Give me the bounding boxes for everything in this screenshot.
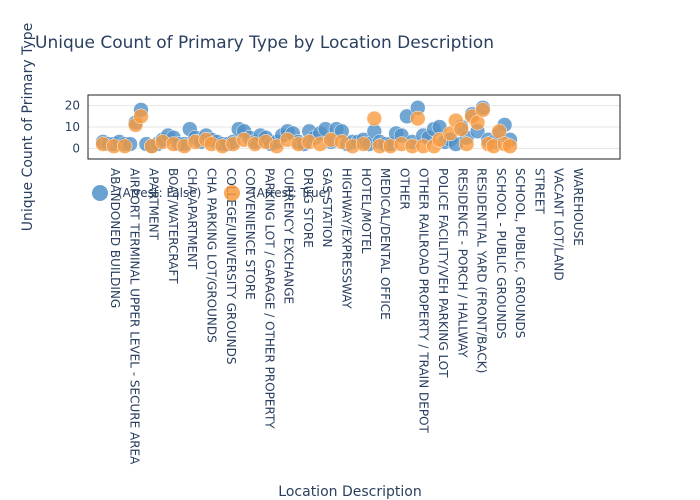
x-tick-label: DRUG STORE [301, 168, 315, 248]
x-tick-label: HOTEL/MOTEL [359, 168, 373, 254]
x-tick-label: BOAT/WATERCRAFT [166, 168, 180, 284]
point-arrest-true [366, 110, 383, 127]
x-axis-title: Location Description [278, 484, 421, 500]
legend: (Arrest: False) (Arrest: True) [92, 185, 331, 201]
legend-label-false: (Arrest: False) [118, 186, 201, 200]
y-tick-label: 10 [65, 120, 80, 134]
chart-title: Unique Count of Primary Type by Location… [35, 33, 494, 53]
plot-frame [87, 94, 621, 160]
legend-label-true: (Arrest: True) [252, 186, 331, 200]
point-arrest-true [410, 110, 426, 127]
x-tick-label: OTHER [397, 168, 411, 210]
x-tick-label: SCHOOL - PUBLIC GROUNDS [494, 168, 508, 339]
scatter-points [95, 100, 518, 154]
y-axis-title: Unique Count of Primary Type [20, 23, 36, 232]
x-tick-label: CHA APARTMENT [185, 168, 199, 270]
x-tick-label: CHA PARKING LOT/GROUNDS [205, 168, 219, 343]
x-tick-label: ABANDONED BUILDING [108, 168, 122, 308]
x-tick-labels: ABANDONED BUILDING AIRPORT TERMINAL UPPER… [108, 168, 585, 465]
x-tick-label: SCHOOL, PUBLIC, GROUNDS [513, 168, 527, 338]
x-tick-label: POLICE FACILITY/VEH PARKING LOT [436, 168, 450, 378]
point-arrest-true [116, 138, 133, 154]
point-arrest-true [453, 121, 469, 137]
legend-marker-true [224, 185, 240, 201]
x-tick-label: COLLEGE/UNIVERSITY GROUNDS [224, 168, 238, 364]
legend-marker-false [92, 185, 108, 201]
x-tick-label: CONVENIENCE STORE [243, 168, 257, 300]
x-tick-label: PARKING LOT / GARAGE / OTHER PROPERTY [262, 168, 276, 429]
x-tick-label: STREET [532, 168, 546, 214]
x-tick-label: RESIDENTIAL YARD (FRONT/BACK) [475, 168, 489, 373]
x-tick-label: GAS STATION [320, 168, 334, 248]
x-tick-label: MEDICAL/DENTAL OFFICE [378, 168, 392, 320]
point-arrest-true [133, 108, 149, 125]
point-arrest-true [355, 136, 372, 152]
point-arrest-true [458, 136, 475, 152]
x-tick-label: APARTMENT [147, 168, 161, 241]
x-tick-label: OTHER RAILROAD PROPERTY / TRAIN DEPOT [417, 168, 431, 434]
x-tick-label: CURRENCY EXCHANGE [282, 168, 296, 304]
y-tick-label: 0 [72, 141, 80, 155]
x-tick-label: WAREHOUSE [571, 168, 585, 246]
x-tick-label: RESIDENCE - PORCH / HALLWAY [455, 168, 469, 358]
point-arrest-true [502, 138, 518, 154]
point-arrest-true [475, 102, 491, 118]
x-tick-label: VACANT LOT/LAND [552, 168, 566, 281]
x-tick-label: AIRPORT TERMINAL UPPER LEVEL - SECURE AR… [127, 168, 141, 465]
y-tick-labels: 0 10 20 [65, 99, 80, 156]
y-tick-label: 20 [65, 99, 80, 113]
x-tick-label: HIGHWAY/EXPRESSWAY [340, 168, 354, 309]
